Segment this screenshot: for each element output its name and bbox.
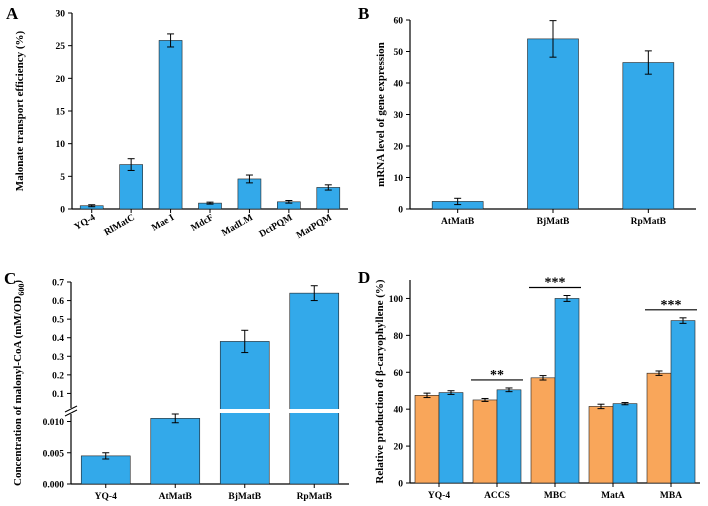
panel-c-y-axis-title: Concentration of malonyl-CoA (mM/OD600) [12, 280, 26, 486]
panel-a-x-tick-label: YQ-4 [73, 213, 97, 233]
panel-d-x-tick-label: ACCS [484, 491, 510, 501]
panel-d-y-tick-label: 40 [394, 406, 404, 416]
panel-c: C 0.000 0.005 0.010 0.1 0.2 0.3 0.4 0.5 0.6 0.7 YQ… [4, 269, 349, 502]
panel-a-x-tick-label: Mae I [150, 213, 176, 234]
panel-c-y-tick-label: 0.1 [52, 390, 64, 400]
panel-c-axis-break-gap [65, 408, 77, 414]
panel-d-letter: D [358, 268, 370, 287]
panel-d-y-tick-label: 100 [389, 295, 404, 305]
panel-b-bar [622, 62, 675, 210]
panel-d-bar [554, 298, 580, 484]
panel-b-y-tick-label: 60 [394, 17, 404, 27]
panel-d-bar [646, 372, 672, 484]
panel-a-y-tick-label: 20 [56, 75, 66, 85]
panel-d-bar [438, 392, 464, 484]
panel-b-y-tick-label: 0 [398, 206, 403, 216]
panel-a-plot: 0 5 10 15 20 25 30 YQ-4 RlMatC Mae I MdcF MadLM DctP… [14, 10, 348, 241]
panel-d-bar [472, 399, 498, 484]
panel-c-x-tick-label: AtMatB [159, 492, 193, 502]
panel-c-y-tick-label: 0.6 [52, 297, 64, 307]
panel-b-y-tick-label: 10 [394, 174, 404, 184]
panel-b-x-tick-label: BjMatB [537, 217, 570, 227]
panel-c-y-tick-label: 0.5 [52, 316, 64, 326]
panel-b-x-tick-label: AtMatB [441, 217, 475, 227]
panel-c-bar-break [219, 409, 271, 413]
panel-c-y-tick-label: 0.000 [43, 481, 65, 491]
panel-a-y-tick-label: 30 [56, 10, 66, 20]
panel-d-significance-label: *** [661, 298, 682, 313]
panel-b-y-tick-label: 40 [394, 80, 404, 90]
panel-c-plot: 0.000 0.005 0.010 0.1 0.2 0.3 0.4 0.5 0.6 0.7 YQ-4… [12, 279, 349, 502]
panel-a-x-tick-label: DctPQM [258, 213, 295, 240]
panel-d-x-tick-label: MBA [660, 491, 682, 501]
panel-a-x-tick-label: RlMatC [103, 213, 137, 238]
panel-a-x-tick-label: MadLM [220, 213, 255, 239]
panel-d-x-tick-label: MBC [544, 491, 566, 501]
panel-a-bar [119, 164, 143, 210]
panel-d-x-tick-label: MatA [601, 491, 625, 501]
panel-c-y-tick-label: 0.010 [43, 418, 65, 428]
panel-a-y-tick-label: 15 [56, 108, 66, 118]
panel-d-bar [530, 377, 556, 484]
panel-a: A 0 5 10 15 20 25 30 YQ-4 RlMatC Mae I MdcF MadLM Dc… [6, 4, 348, 241]
panel-d-y-axis-title: Relative production of β-caryophyllene (… [374, 279, 386, 484]
panel-c-x-tick-label: BjMatB [228, 492, 261, 502]
panel-d-y-tick-label: 80 [394, 332, 404, 342]
panel-a-y-axis-title: Malonate transport efficiency (%) [14, 30, 26, 191]
panel-c-x-tick-label: YQ-4 [95, 492, 117, 502]
panel-a-bar [237, 178, 262, 210]
panel-c-x-tick-label: RpMatB [297, 492, 333, 502]
panel-b: B 0 10 20 30 40 50 60 AtMatB BjMatB RpMatB mRNA le… [358, 4, 696, 227]
panel-a-y-tick-label: 10 [56, 140, 66, 150]
panel-d-bar [414, 395, 440, 484]
panel-c-y-tick-label: 0.7 [52, 279, 64, 289]
panel-c-bar [289, 292, 340, 485]
panel-c-axis-break-mark [64, 409, 78, 417]
panel-d-bar [496, 389, 522, 484]
panel-b-y-axis-title: mRNA level of gene expression [375, 42, 387, 187]
panel-d-significance-label: *** [545, 276, 566, 291]
panel-d-y-tick-label: 20 [394, 443, 404, 453]
panel-d-bar [588, 406, 614, 484]
panel-a-x-tick-label: MatPQM [295, 213, 334, 241]
panel-a-letter: A [6, 4, 19, 23]
panel-a-y-tick-label: 0 [60, 206, 65, 216]
panel-a-y-tick-label: 25 [56, 42, 66, 52]
panel-c-y-tick-label: 0.2 [52, 371, 64, 381]
panel-c-bar [150, 418, 201, 485]
panel-b-x-tick-label: RpMatB [631, 217, 667, 227]
panel-c-y-tick-label: 0.3 [52, 353, 64, 363]
panel-a-y-tick-label: 5 [60, 173, 65, 183]
panel-b-y-tick-label: 50 [394, 48, 404, 58]
panel-b-y-tick-label: 30 [394, 111, 404, 121]
panel-c-axis-break-mark [64, 405, 78, 413]
panel-a-x-tick-label: MdcF [189, 213, 215, 234]
panel-c-y-tick-label: 0.005 [43, 449, 65, 459]
panel-c-bar-break [288, 409, 340, 413]
panel-d-significance-label: ** [490, 368, 504, 383]
panel-d-x-tick-label: YQ-4 [428, 491, 450, 501]
panel-a-bar [158, 40, 183, 210]
panel-b-letter: B [358, 4, 369, 23]
panel-c-letter: C [4, 269, 16, 288]
panel-d-y-tick-label: 0 [398, 480, 403, 490]
panel-d-bar [670, 320, 696, 484]
panel-b-bar [527, 38, 579, 210]
panel-d-y-tick-label: 60 [394, 369, 404, 379]
panel-b-plot: 0 10 20 30 40 50 60 AtMatB BjMatB RpMatB mRNA leve… [375, 17, 696, 227]
panel-c-bar [80, 455, 131, 485]
panel-b-y-tick-label: 20 [394, 143, 404, 153]
panel-d-bar [612, 403, 638, 484]
panel-c-y-tick-label: 0.4 [52, 334, 64, 344]
panel-a-bar [316, 187, 341, 210]
